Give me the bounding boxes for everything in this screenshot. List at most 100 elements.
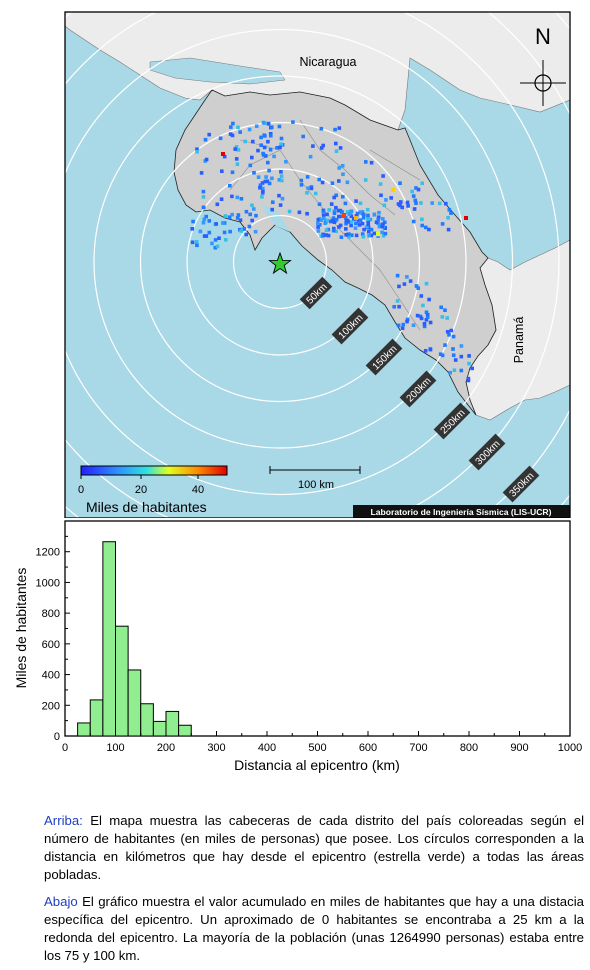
- district-marker: [440, 222, 445, 226]
- histogram-bar: [115, 625, 129, 737]
- district-marker: [217, 236, 221, 240]
- district-marker: [354, 199, 358, 203]
- district-marker: [244, 232, 248, 237]
- district-marker: [416, 286, 420, 290]
- district-marker: [323, 221, 327, 225]
- district-marker: [256, 175, 261, 179]
- caption-top-lead: Arriba:: [44, 813, 83, 828]
- district-marker: [316, 229, 321, 233]
- district-marker: [242, 227, 246, 231]
- district-marker: [195, 150, 199, 154]
- district-marker: [239, 229, 243, 233]
- district-marker: [459, 368, 464, 373]
- district-marker: [343, 201, 348, 206]
- district-marker: [190, 227, 194, 231]
- district-marker: [448, 370, 452, 375]
- district-marker: [427, 297, 431, 302]
- district-marker: [199, 171, 204, 175]
- district-marker: [366, 217, 370, 222]
- district-marker: [321, 233, 325, 238]
- district-marker: [361, 234, 366, 239]
- district-marker: [452, 368, 457, 372]
- district-marker: [263, 154, 268, 158]
- x-tick-label: 700: [409, 742, 427, 754]
- district-marker: [284, 160, 288, 164]
- district-marker: [383, 231, 388, 236]
- district-marker: [447, 333, 451, 337]
- district-marker: [277, 193, 281, 198]
- district-marker: [339, 214, 344, 219]
- district-marker: [377, 224, 382, 229]
- x-tick-label: 600: [359, 742, 377, 754]
- district-marker: [414, 186, 418, 190]
- district-marker: [411, 323, 416, 327]
- district-marker: [366, 213, 370, 218]
- district-marker: [382, 203, 387, 208]
- colorbar-label: Miles de habitantes: [86, 499, 207, 515]
- district-marker: [271, 200, 275, 204]
- district-marker: [243, 139, 247, 144]
- district-marker: [334, 217, 339, 222]
- district-marker: [400, 326, 405, 331]
- district-marker: [380, 224, 385, 229]
- district-marker: [230, 212, 234, 217]
- district-marker: [398, 181, 402, 185]
- district-marker: [358, 210, 362, 214]
- district-marker: [321, 143, 325, 148]
- district-marker: [254, 213, 258, 218]
- district-marker: [305, 175, 310, 179]
- district-marker: [344, 233, 348, 237]
- district-marker: [420, 217, 424, 222]
- district-marker: [369, 233, 374, 238]
- district-marker: [424, 281, 429, 286]
- histogram-bar: [127, 669, 142, 737]
- district-marker: [215, 244, 220, 249]
- district-marker: [272, 154, 276, 159]
- district-marker: [268, 147, 273, 152]
- scale-bar: [269, 466, 361, 474]
- district-marker: [381, 174, 385, 178]
- district-marker: [329, 202, 334, 206]
- colorbar-ticks: [80, 475, 199, 479]
- district-marker: [238, 130, 242, 134]
- district-marker: [449, 328, 454, 333]
- district-marker: [414, 284, 419, 288]
- district-marker: [349, 223, 353, 228]
- district-marker: [334, 205, 338, 210]
- district-marker: [260, 181, 265, 185]
- district-marker: [244, 209, 249, 214]
- district-marker: [269, 133, 273, 138]
- district-marker: [331, 218, 335, 223]
- district-marker: [247, 224, 252, 229]
- district-marker: [453, 358, 458, 362]
- district-marker: [202, 217, 207, 221]
- district-marker: [224, 238, 228, 242]
- district-marker-high: [391, 188, 395, 192]
- colorbar: [80, 465, 228, 476]
- district-marker: [313, 191, 318, 196]
- district-marker: [374, 220, 379, 224]
- district-marker: [325, 212, 329, 217]
- x-axis-ticks: 0 100 200 300 400 500 600 700 800 900 1000: [62, 731, 582, 754]
- district-marker: [358, 201, 363, 206]
- distance-ring: [232, 214, 328, 310]
- district-marker: [270, 125, 274, 129]
- district-marker: [424, 318, 429, 322]
- distance-rings: [65, 12, 570, 518]
- district-marker: [191, 219, 195, 224]
- district-marker: [341, 172, 345, 177]
- district-marker: [213, 245, 218, 250]
- district-marker: [354, 233, 359, 238]
- district-marker: [261, 120, 266, 125]
- district-marker: [337, 225, 341, 229]
- district-marker: [227, 215, 232, 219]
- caption-bottom-text: El gráfico muestra el valor acumulado en…: [44, 894, 584, 963]
- district-marker: [365, 207, 370, 212]
- district-marker: [459, 344, 464, 348]
- epicenter-map: 50km 100km 150km 200km 250km 300km 350km…: [64, 11, 571, 518]
- caption-bottom-lead: Abajo: [44, 894, 78, 909]
- district-marker: [305, 211, 309, 216]
- district-marker: [379, 193, 383, 198]
- district-marker: [319, 218, 324, 222]
- district-marker: [383, 226, 387, 230]
